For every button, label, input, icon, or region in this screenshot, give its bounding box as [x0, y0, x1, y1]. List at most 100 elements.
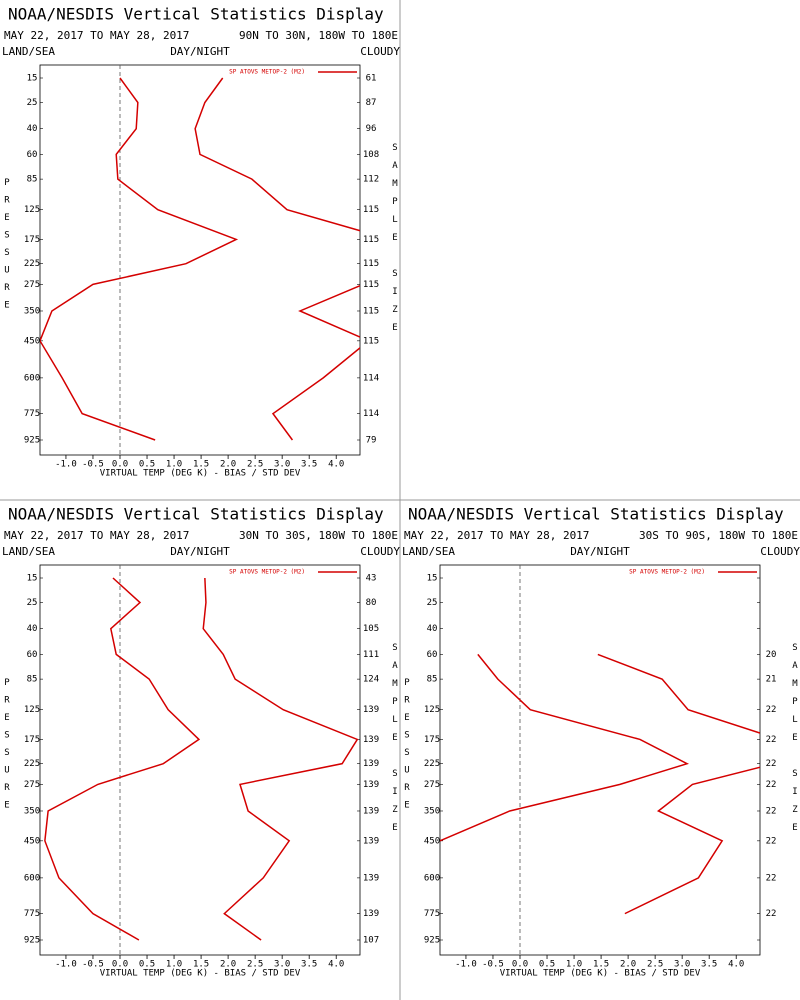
- pressure-label: 175: [24, 235, 40, 245]
- x-tick-label: 0.5: [139, 460, 155, 470]
- pressure-label: 125: [24, 205, 40, 215]
- chart-title: NOAA/NESDIS Vertical Statistics Display: [8, 505, 384, 524]
- pressure-label: 225: [24, 759, 40, 769]
- pressure-label: 600: [24, 373, 40, 383]
- pressure-label: 40: [27, 124, 38, 134]
- sample-size: 115: [363, 259, 379, 269]
- profile-line: [597, 653, 760, 915]
- x-tick-label: -1.0: [455, 960, 477, 970]
- x-tick-label: 1.0: [166, 960, 182, 970]
- pressure-label: 40: [27, 624, 38, 634]
- region: 30N TO 30S, 180W TO 180E: [239, 529, 398, 542]
- x-tick-label: 3.5: [301, 460, 317, 470]
- pressure-label: 60: [427, 650, 438, 660]
- x-tick-label: 1.5: [193, 960, 209, 970]
- plot-frame: [439, 564, 761, 956]
- x-tick-label: 0.5: [139, 960, 155, 970]
- plot-frame: [39, 64, 361, 456]
- pressure-label: 85: [427, 675, 438, 685]
- sample-size: 139: [363, 780, 379, 790]
- sample-size: 108: [363, 150, 379, 160]
- date-range: MAY 22, 2017 TO MAY 28, 2017: [404, 529, 589, 542]
- pressure-label: 450: [424, 836, 440, 846]
- sample-size: 124: [363, 675, 379, 685]
- x-tick-label: 1.5: [593, 960, 609, 970]
- region: 90N TO 30N, 180W TO 180E: [239, 29, 398, 42]
- x-tick-label: 2.5: [247, 960, 263, 970]
- x-tick-label: -0.5: [82, 960, 104, 970]
- x-tick-label: 2.5: [647, 960, 663, 970]
- x-tick-label: 3.0: [674, 960, 690, 970]
- x-tick-label: -1.0: [55, 960, 77, 970]
- sample-size: 21: [766, 675, 777, 685]
- cloudy: CLOUDY: [360, 545, 400, 558]
- sample-size: 22: [766, 735, 777, 745]
- pressure-label: 350: [24, 306, 40, 316]
- x-tick-label: -0.5: [82, 460, 104, 470]
- sample-size: 80: [366, 598, 377, 608]
- pressure-label: 600: [424, 873, 440, 883]
- x-tick-label: -1.0: [55, 460, 77, 470]
- sample-size: 139: [363, 873, 379, 883]
- sample-size: 87: [366, 98, 377, 108]
- cloudy: CLOUDY: [760, 545, 800, 558]
- sample-size: 107: [363, 936, 379, 946]
- x-tick-label: 2.0: [220, 460, 236, 470]
- pressure-label: 225: [424, 759, 440, 769]
- sample-size: 105: [363, 624, 379, 634]
- sample-size: 139: [363, 836, 379, 846]
- sample-size: 22: [766, 836, 777, 846]
- date-range: MAY 22, 2017 TO MAY 28, 2017: [4, 29, 189, 42]
- chart-title: NOAA/NESDIS Vertical Statistics Display: [8, 5, 384, 24]
- sample-size: 115: [363, 306, 379, 316]
- pressure-label: 275: [24, 780, 40, 790]
- x-tick-label: 4.0: [328, 960, 344, 970]
- profile-line: [194, 77, 360, 441]
- sample-size: 139: [363, 735, 379, 745]
- x-tick-label: 0.0: [112, 460, 128, 470]
- sample-size: 22: [766, 759, 777, 769]
- x-tick-label: -0.5: [482, 960, 504, 970]
- pressure-label: 15: [27, 74, 38, 84]
- x-axis-label: VIRTUAL TEMP (DEG K) - BIAS / STD DEV: [100, 469, 301, 479]
- x-tick-label: 3.5: [301, 960, 317, 970]
- x-tick-label: 2.5: [247, 460, 263, 470]
- x-tick-label: 4.0: [728, 960, 744, 970]
- sample-size: 139: [363, 705, 379, 715]
- chart-title: NOAA/NESDIS Vertical Statistics Display: [408, 505, 784, 524]
- pressure-label: 225: [24, 259, 40, 269]
- x-tick-label: 0.5: [539, 960, 555, 970]
- pressure-label: 275: [24, 280, 40, 290]
- pressure-label: 350: [424, 806, 440, 816]
- x-axis-label: VIRTUAL TEMP (DEG K) - BIAS / STD DEV: [100, 969, 301, 979]
- x-tick-label: 3.5: [701, 960, 717, 970]
- pressure-label: 775: [24, 909, 40, 919]
- plot-frame: [39, 564, 361, 956]
- cloudy: CLOUDY: [360, 45, 400, 58]
- sample-size: 20: [766, 650, 777, 660]
- chart-panel: NOAA/NESDIS Vertical Statistics Display M…: [402, 505, 800, 979]
- sample-size: 114: [363, 409, 379, 419]
- sample-size: 115: [363, 205, 379, 215]
- x-tick-label: 1.0: [566, 960, 582, 970]
- pressure-label: 450: [24, 836, 40, 846]
- pressure-label: 40: [427, 624, 438, 634]
- pressure-label: 925: [24, 936, 40, 946]
- sample-size: 22: [766, 909, 777, 919]
- date-range: MAY 22, 2017 TO MAY 28, 2017: [4, 529, 189, 542]
- sample-size: 22: [766, 780, 777, 790]
- day-night: DAY/NIGHT: [170, 45, 230, 58]
- legend-label: SP ATOVS METOP-2 (M2): [229, 69, 305, 76]
- pressure-label: 350: [24, 806, 40, 816]
- profile-line: [202, 577, 359, 941]
- pressure-label: 775: [424, 909, 440, 919]
- pressure-label: 15: [427, 574, 438, 584]
- sample-size: 79: [366, 436, 377, 446]
